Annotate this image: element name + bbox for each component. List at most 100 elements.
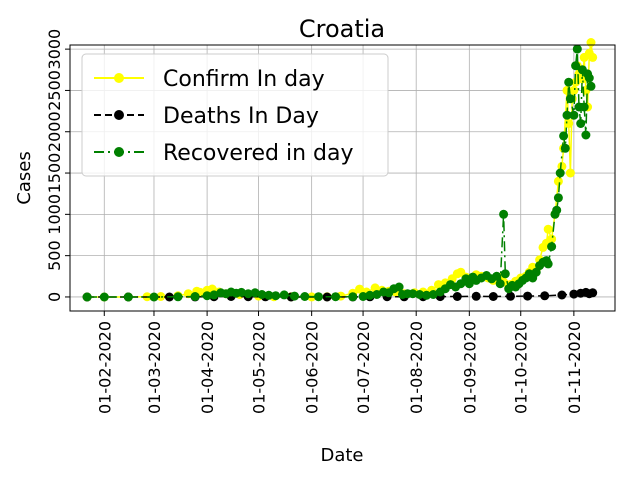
data-point: [499, 209, 509, 219]
y-tick-label: 500: [45, 240, 64, 271]
data-point: [471, 291, 481, 301]
data-point: [156, 292, 166, 301]
data-point: [576, 119, 586, 128]
data-point: [415, 290, 425, 299]
data-point: [257, 290, 267, 299]
data-point: [495, 279, 505, 289]
data-point: [365, 290, 375, 300]
data-point: [422, 290, 431, 300]
data-point: [579, 102, 589, 112]
data-point: [581, 130, 591, 140]
data-point: [290, 291, 299, 301]
data-point: [331, 292, 341, 302]
data-point: [564, 77, 574, 87]
x-axis-label: Date: [320, 445, 363, 466]
data-point: [586, 38, 596, 47]
data-point: [560, 143, 570, 153]
series-2: [82, 44, 596, 302]
data-point: [562, 110, 572, 120]
y-tick-label: 3000: [45, 29, 64, 70]
data-point: [572, 44, 582, 54]
data-point: [555, 168, 565, 178]
plot-frame: [69, 44, 616, 312]
data-point: [571, 61, 581, 71]
data-point: [506, 291, 515, 301]
data-point: [553, 193, 563, 203]
data-point: [543, 224, 553, 234]
data-point: [202, 291, 212, 301]
data-point: [264, 290, 274, 300]
legend-label-confirm: Confirm In day: [163, 67, 325, 92]
data-point: [99, 292, 109, 302]
data-point: [553, 176, 563, 186]
data-point: [559, 131, 569, 141]
legend-label-recovered: Recovered in day: [163, 141, 354, 166]
data-point: [300, 292, 310, 301]
data-point: [588, 52, 598, 62]
x-tick-label: 01-09-2020: [460, 321, 479, 414]
y-tick-label: 1500: [45, 153, 64, 194]
data-point: [123, 292, 133, 302]
data-point: [452, 292, 462, 301]
x-tick-label: 01-02-2020: [95, 321, 114, 414]
data-point: [428, 290, 438, 299]
data-point: [547, 242, 557, 252]
data-point: [552, 205, 562, 215]
data-point: [569, 289, 579, 299]
data-point: [588, 288, 598, 298]
legend-label-deaths: Deaths In Day: [163, 104, 319, 129]
data-point: [565, 94, 575, 104]
data-point: [243, 289, 253, 299]
x-tick-label: 01-06-2020: [303, 321, 322, 414]
data-point: [569, 110, 579, 120]
data-point: [492, 271, 502, 281]
data-point: [355, 284, 365, 294]
data-point: [523, 291, 533, 301]
legend: Confirm In day Deaths In Day Recovered i…: [81, 53, 389, 177]
data-point: [236, 287, 246, 297]
y-tick-label: 2000: [45, 111, 64, 152]
data-point: [209, 290, 219, 300]
data-point: [358, 292, 368, 301]
y-tick-label: 0: [45, 292, 64, 302]
data-point: [464, 279, 474, 289]
data-point: [348, 292, 358, 302]
data-point: [586, 81, 596, 91]
data-point: [557, 290, 567, 300]
data-point: [190, 292, 200, 301]
x-tick-label: 01-11-2020: [565, 321, 584, 414]
data-point: [173, 292, 183, 302]
y-tick-label: 1000: [45, 194, 64, 235]
data-point: [279, 290, 289, 300]
data-point: [149, 292, 159, 302]
x-axis: 01-02-2020 01-03-2020 01-04-2020 01-05-2020…: [95, 311, 584, 414]
x-tick-label: 01-03-2020: [145, 321, 164, 414]
legend-marker-deaths: [114, 110, 124, 120]
legend-box: [81, 53, 389, 177]
x-tick-label: 01-05-2020: [250, 321, 269, 414]
data-point: [394, 282, 404, 292]
data-point: [314, 292, 323, 302]
legend-marker-confirm: [114, 73, 124, 83]
x-tick-label: 01-04-2020: [198, 321, 217, 414]
x-tick-label: 01-10-2020: [512, 321, 531, 414]
data-point: [488, 292, 498, 301]
data-point: [569, 85, 579, 95]
data-point: [271, 291, 281, 301]
data-point: [250, 288, 260, 298]
data-point: [500, 269, 510, 279]
data-point: [543, 259, 553, 269]
data-point: [564, 119, 574, 128]
data-point: [372, 290, 382, 299]
legend-marker-recovered: [114, 147, 124, 157]
data-point: [547, 234, 557, 244]
series-layer: [82, 38, 598, 302]
x-tick-label: 01-08-2020: [407, 321, 426, 414]
chart-title: Croatia: [299, 15, 385, 43]
x-tick-label: 01-07-2020: [354, 321, 373, 414]
data-point: [540, 291, 550, 301]
data-point: [82, 292, 92, 302]
y-axis-label: Cases: [14, 151, 35, 204]
